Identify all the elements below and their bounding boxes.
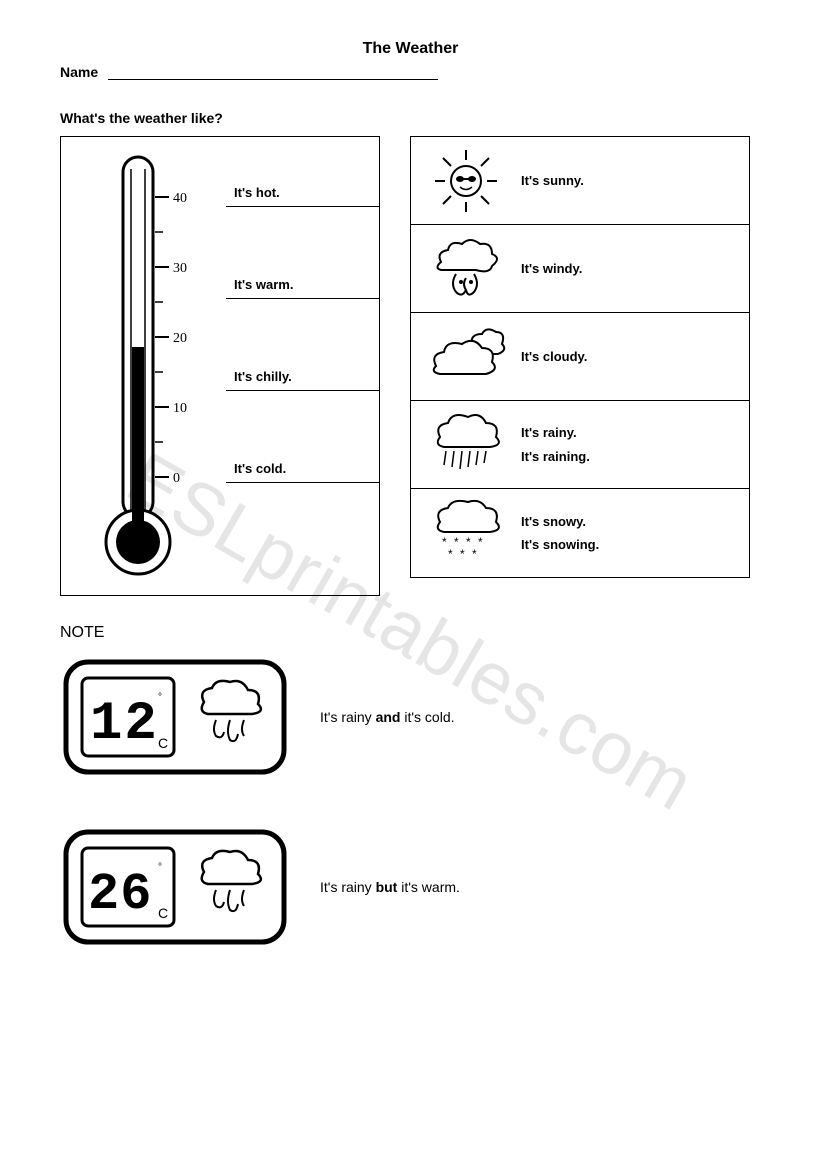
page-title: The Weather [60, 40, 761, 58]
svg-text:°: ° [158, 692, 162, 703]
temp-row-cold: It's cold. [226, 461, 379, 483]
weather-text-snowy: It's snowy. It's snowing. [521, 510, 749, 557]
svg-text:°: ° [158, 862, 162, 873]
name-blank-line[interactable] [108, 79, 438, 80]
weather-row-sunny: It's sunny. [411, 137, 749, 225]
note-row-1: 12 ° C It's rainy and it's cold. [60, 652, 761, 782]
svg-text:*: * [466, 535, 471, 549]
svg-text:0: 0 [173, 471, 180, 486]
svg-text:*: * [442, 535, 447, 549]
note2-post: it's warm. [401, 879, 460, 895]
device-12c: 12 ° C [60, 652, 290, 782]
weather-row-cloudy: It's cloudy. [411, 313, 749, 401]
svg-text:*: * [448, 547, 453, 561]
rain-line-1: It's rainy. [521, 421, 749, 444]
device-26c: 26 ° C [60, 822, 290, 952]
svg-text:*: * [472, 547, 477, 561]
note2-pre: It's rainy [320, 879, 376, 895]
svg-text:26: 26 [88, 865, 152, 924]
temp-row-hot: It's hot. [226, 185, 379, 207]
thermometer-icon: 40 30 20 10 0 [81, 147, 211, 587]
thermometer-panel: 40 30 20 10 0 It's h [60, 136, 380, 596]
note-heading: NOTE [60, 624, 761, 642]
svg-text:*: * [460, 547, 465, 561]
svg-text:40: 40 [173, 191, 187, 206]
temp-row-warm: It's warm. [226, 277, 379, 299]
note2-conj: but [376, 879, 398, 895]
weather-text-windy: It's windy. [521, 257, 749, 280]
cloud-icon [411, 322, 521, 392]
weather-text-cloudy: It's cloudy. [521, 345, 749, 368]
note-row-2: 26 ° C It's rainy but it's warm. [60, 822, 761, 952]
note1-pre: It's rainy [320, 709, 376, 725]
svg-text:*: * [478, 535, 483, 549]
weather-row-windy: It's windy. [411, 225, 749, 313]
note-text-1: It's rainy and it's cold. [320, 709, 455, 725]
svg-text:10: 10 [173, 401, 187, 416]
note1-conj: and [376, 709, 401, 725]
rain-icon [411, 407, 521, 482]
note-text-2: It's rainy but it's warm. [320, 879, 460, 895]
wind-icon [411, 234, 521, 304]
name-field-row: Name [60, 64, 761, 80]
snow-line-2: It's snowing. [521, 533, 749, 556]
thermometer-graphic: 40 30 20 10 0 [81, 147, 211, 587]
note1-post: it's cold. [404, 709, 454, 725]
svg-text:20: 20 [173, 331, 187, 346]
weather-row-snowy: **** *** It's snowy. It's snowing. [411, 489, 749, 577]
weather-row-rainy: It's rainy. It's raining. [411, 401, 749, 489]
svg-text:*: * [454, 535, 459, 549]
svg-text:30: 30 [173, 261, 187, 276]
snow-line-1: It's snowy. [521, 510, 749, 533]
sun-icon [411, 146, 521, 216]
rain-line-2: It's raining. [521, 445, 749, 468]
snow-icon: **** *** [411, 496, 521, 571]
name-label: Name [60, 64, 98, 80]
weather-text-rainy: It's rainy. It's raining. [521, 421, 749, 468]
svg-text:C: C [158, 735, 168, 751]
prompt-text: What's the weather like? [60, 110, 761, 126]
svg-text:12: 12 [90, 694, 159, 755]
weather-table: It's sunny. It's windy. [410, 136, 750, 578]
weather-text-sunny: It's sunny. [521, 169, 749, 192]
temp-row-chilly: It's chilly. [226, 369, 379, 391]
worksheet-page: The Weather Name What's the weather like… [0, 0, 821, 1032]
content-panels: 40 30 20 10 0 It's h [60, 136, 761, 596]
svg-text:C: C [158, 905, 168, 921]
